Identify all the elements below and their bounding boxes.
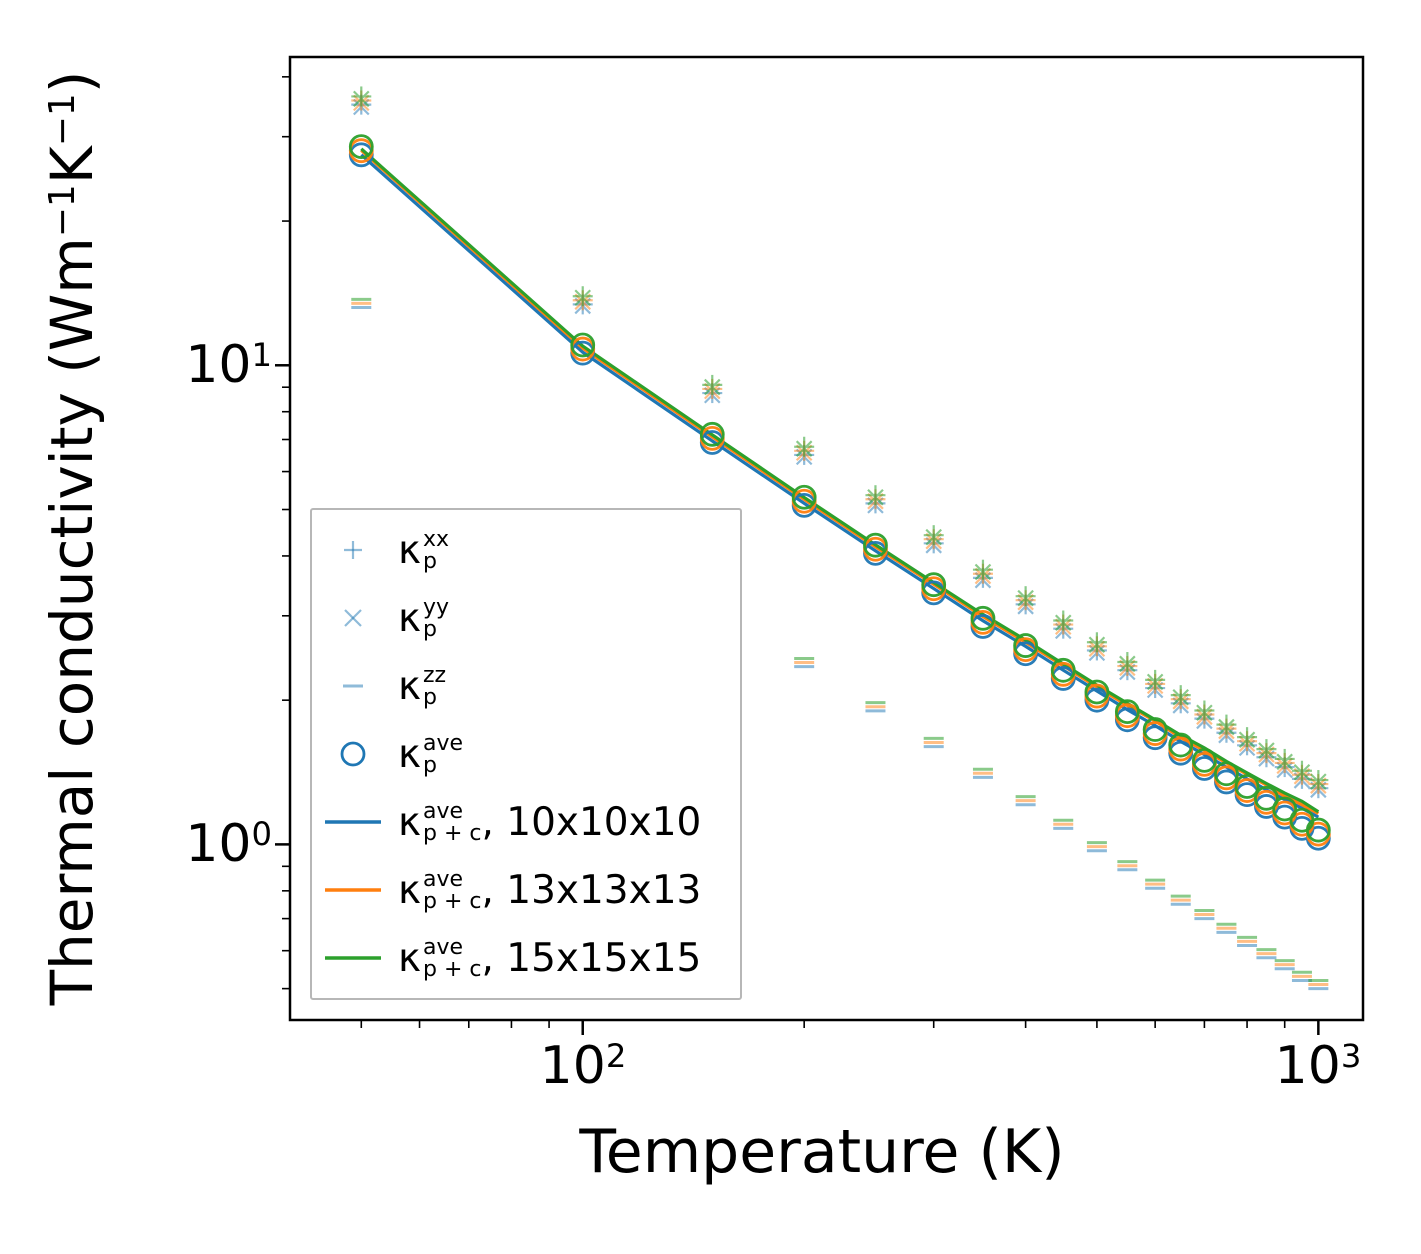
legend-entry-0: κ xx p	[320, 528, 732, 573]
kappa-symbol: κ	[398, 867, 421, 913]
kappa-supsub: ave p + c	[423, 798, 482, 846]
y-tick-10-base: 10	[185, 335, 252, 396]
x-tick-label-100: 102	[540, 1040, 627, 1092]
legend-entry-4: κ ave p + c, 10x10x10	[320, 800, 732, 845]
scatter-kp-ave-15x15x15	[348, 134, 1331, 843]
legend-entry-6: κ ave p + c, 15x15x15	[320, 936, 732, 981]
y-axis-label: Thermal conductivity (Wm−1K−1)	[38, 71, 106, 1006]
legend-label: κ ave p + c, 10x10x10	[398, 800, 701, 845]
legend-suffix: , 13x13x13	[481, 867, 702, 913]
x-axis-label: Temperature (K)	[579, 1117, 1065, 1187]
x-tick-100-base: 10	[539, 1036, 606, 1097]
legend: κ xx p κ yy p κ zz p κ ave p κ ave p + c, 10x10x10 κ ave…	[310, 508, 742, 1000]
x-tick-1000-base: 10	[1274, 1036, 1341, 1097]
kappa-symbol: κ	[398, 731, 421, 777]
legend-suffix: , 15x15x15	[481, 935, 702, 981]
kappa-symbol: κ	[398, 527, 421, 573]
x-tick-1000-exp: 3	[1340, 1037, 1362, 1075]
y-tick-label-10: 101	[185, 339, 272, 391]
y-tick-label-1: 100	[185, 818, 272, 870]
y-axis-label-text: Thermal conductivity (Wm	[38, 237, 106, 1006]
legend-entry-5: κ ave p + c, 13x13x13	[320, 868, 732, 913]
axis-ticks	[275, 76, 1320, 1035]
y-axis-label-close: )	[38, 70, 106, 94]
y-axis-label-mid: K	[38, 146, 106, 185]
legend-label: κ xx p	[398, 528, 449, 573]
legend-marker-circle	[340, 741, 366, 767]
legend-label: κ ave p + c, 15x15x15	[398, 936, 701, 981]
legend-suffix: , 10x10x10	[481, 799, 702, 845]
kappa-supsub: xx p	[423, 526, 450, 574]
y-axis-exp-1: −1	[42, 184, 84, 238]
y-tick-1-exp: 0	[251, 814, 272, 853]
kappa-supsub: zz p	[423, 662, 447, 710]
legend-entry-2: κ zz p	[320, 664, 732, 709]
axes-spines	[288, 55, 1365, 1022]
kappa-symbol: κ	[398, 935, 421, 981]
x-tick-label-1000: 103	[1275, 1040, 1362, 1092]
legend-marker-x	[344, 609, 362, 627]
kappa-symbol: κ	[398, 595, 421, 641]
y-tick-1-base: 10	[185, 814, 252, 875]
legend-label: κ ave p	[398, 732, 463, 777]
legend-marker-line	[325, 888, 381, 892]
kappa-supsub: ave p + c	[423, 866, 482, 914]
legend-marker-dash	[343, 684, 363, 688]
legend-marker-plus	[344, 541, 362, 559]
kappa-supsub: ave p	[423, 730, 464, 778]
legend-marker-line	[325, 956, 381, 960]
kappa-symbol: κ	[398, 799, 421, 845]
y-axis-exp-2: −1	[42, 93, 84, 147]
legend-entry-1: κ yy p	[320, 596, 732, 641]
y-tick-10-exp: 1	[251, 335, 272, 374]
legend-label: κ zz p	[398, 664, 446, 709]
legend-entry-3: κ ave p	[320, 732, 732, 777]
kappa-supsub: ave p + c	[423, 934, 482, 982]
legend-label: κ ave p + c, 13x13x13	[398, 868, 701, 913]
legend-label: κ yy p	[398, 596, 449, 641]
scatter-kp-markers-15x15x15	[351, 86, 1329, 982]
kappa-symbol: κ	[398, 663, 421, 709]
legend-marker-line	[325, 820, 381, 824]
kappa-supsub: yy p	[423, 594, 450, 642]
x-tick-100-exp: 2	[605, 1037, 627, 1075]
